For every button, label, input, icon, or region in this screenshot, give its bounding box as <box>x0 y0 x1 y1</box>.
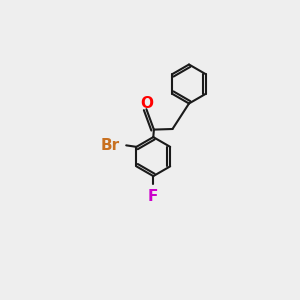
Text: F: F <box>148 189 158 204</box>
Text: Br: Br <box>100 138 119 153</box>
Text: O: O <box>140 96 153 111</box>
